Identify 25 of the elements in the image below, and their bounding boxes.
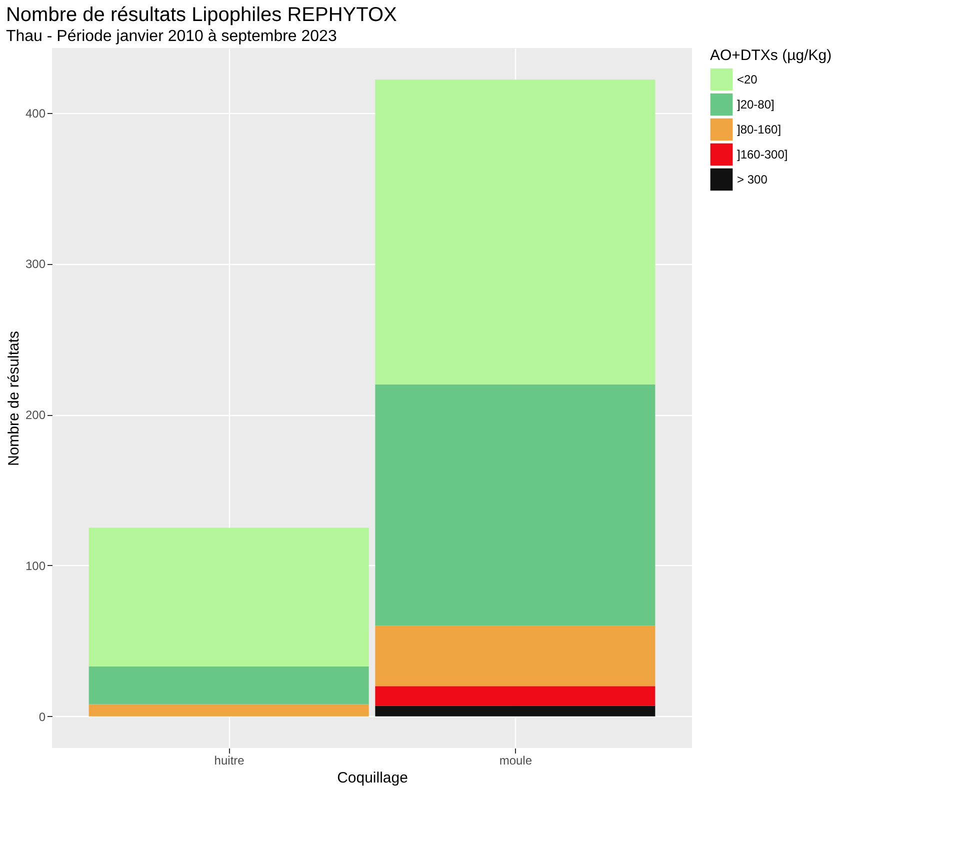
y-tick-label: 400 bbox=[25, 106, 46, 120]
x-tick-label: huitre bbox=[214, 754, 245, 768]
bar bbox=[375, 80, 656, 384]
bar bbox=[88, 666, 369, 704]
y-tick-label: 300 bbox=[25, 257, 46, 272]
y-tick-label: 0 bbox=[38, 710, 46, 724]
bar bbox=[375, 706, 656, 716]
legend-label: ]20-80] bbox=[737, 98, 774, 112]
chart-subtitle: Thau - Période janvier 2010 à septembre 2023 bbox=[6, 28, 337, 45]
legend-label: > 300 bbox=[737, 172, 768, 186]
x-axis-title: Coquillage bbox=[337, 770, 408, 786]
x-tick-label: moule bbox=[499, 754, 532, 768]
bar bbox=[375, 384, 656, 626]
bar bbox=[375, 686, 656, 706]
bar bbox=[88, 528, 369, 667]
legend-label: ]80-160] bbox=[737, 122, 782, 136]
y-axis-title: Nombre de résultats bbox=[5, 330, 22, 466]
y-tick-label: 200 bbox=[25, 408, 46, 422]
legend-label: ]160-300] bbox=[737, 148, 788, 162]
legend-title: AO+DTXs (µg/Kg) bbox=[710, 47, 832, 64]
legend-label: <20 bbox=[737, 72, 758, 86]
bar bbox=[88, 704, 369, 716]
chart-title: Nombre de résultats Lipophiles REPHYTOX bbox=[6, 4, 397, 26]
y-tick-label: 100 bbox=[25, 558, 46, 573]
bar bbox=[375, 626, 656, 686]
